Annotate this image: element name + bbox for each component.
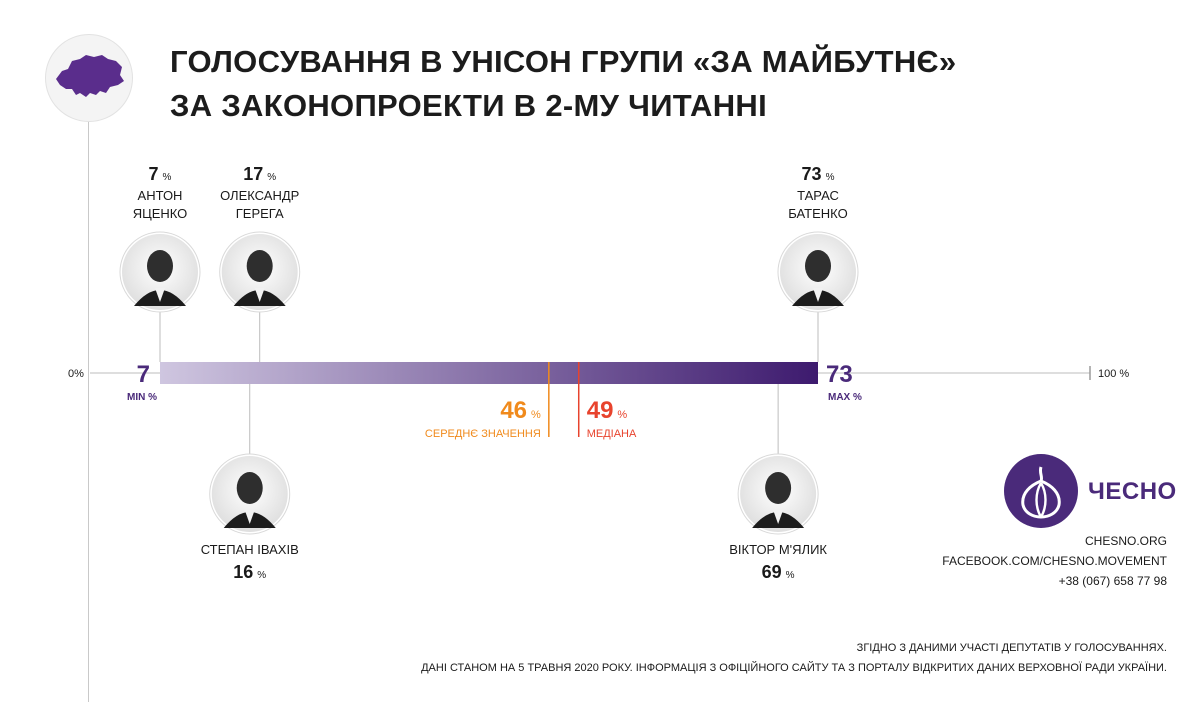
person-collar-icon <box>254 288 265 302</box>
title-line-2: ЗА ЗАКОНОПРОЕКТИ В 2-МУ ЧИТАННІ <box>170 88 768 123</box>
mean-value-label: 46% <box>500 397 541 424</box>
chesno-garlic-icon <box>1004 454 1078 528</box>
median-caption: МЕДІАНА <box>587 428 637 440</box>
axis-max-label: 100 % <box>1098 368 1129 380</box>
person-name-line-2: ГЕРЕГА <box>236 206 284 221</box>
contact-facebook[interactable]: FACEBOOK.COM/CHESNO.MOVEMENT <box>942 554 1167 568</box>
footer-line-2: ДАНІ СТАНОМ НА 5 ТРАВНЯ 2020 РОКУ. ІНФОР… <box>421 662 1167 674</box>
person-collar-icon <box>773 510 784 524</box>
person-name-line-1: ОЛЕКСАНДР <box>220 188 299 203</box>
person-percent: 73% <box>802 164 835 184</box>
person-name-line-1: АНТОН <box>138 188 183 203</box>
person-head-icon <box>246 250 273 282</box>
person-collar-icon <box>155 288 165 302</box>
contact-site[interactable]: CHESNO.ORG <box>1084 534 1167 548</box>
person-name-line-2: БАТЕНКО <box>788 206 847 221</box>
max-value-label: 73 <box>826 361 853 388</box>
footer-line-1: ЗГІДНО З ДАНИМИ УЧАСТІ ДЕПУТАТІВ У ГОЛОС… <box>856 642 1167 654</box>
range-bar <box>160 362 818 384</box>
person-percent: 16% <box>233 562 266 582</box>
person-head-icon <box>765 472 792 504</box>
person-percent: 17% <box>243 164 276 184</box>
mean-caption: СЕРЕДНЄ ЗНАЧЕННЯ <box>425 428 541 440</box>
person-head-icon <box>147 250 173 282</box>
contacts: CHESNO.ORG FACEBOOK.COM/CHESNO.MOVEMENT … <box>942 531 1167 591</box>
contact-phone: +38 (067) 658 77 98 <box>1058 574 1167 588</box>
person-name-line-1: СТЕПАН ІВАХІВ <box>201 542 299 557</box>
person-head-icon <box>805 250 831 282</box>
person-name-line-2: ЯЦЕНКО <box>133 206 188 221</box>
footer-notes: ЗГІДНО З ДАНИМИ УЧАСТІ ДЕПУТАТІВ У ГОЛОС… <box>421 638 1167 678</box>
person-percent: 7% <box>149 164 172 184</box>
ukraine-map-badge <box>45 34 133 122</box>
person-head-icon <box>236 472 263 504</box>
max-caption: MAX % <box>828 392 862 403</box>
person-name-line-1: ВІКТОР М'ЯЛИК <box>729 542 827 557</box>
median-value-label: 49% <box>587 397 628 424</box>
min-value-label: 7 <box>137 361 150 388</box>
axis-min-label: 0% <box>68 368 84 380</box>
person-collar-icon <box>813 288 823 302</box>
person-percent: 69% <box>762 562 795 582</box>
person-collar-icon <box>244 510 255 524</box>
title-line-1: ГОЛОСУВАННЯ В УНІСОН ГРУПИ «ЗА МАЙБУТНЄ» <box>170 44 957 79</box>
logo-text: ЧЕСНО <box>1088 478 1177 505</box>
left-rule <box>88 112 89 702</box>
ukraine-map-icon <box>56 55 124 97</box>
min-caption: MIN % <box>127 392 157 403</box>
person-name-line-1: ТАРАС <box>797 188 839 203</box>
page-title: ГОЛОСУВАННЯ В УНІСОН ГРУПИ «ЗА МАЙБУТНЄ»… <box>170 40 1070 128</box>
chesno-logo <box>1003 453 1079 534</box>
